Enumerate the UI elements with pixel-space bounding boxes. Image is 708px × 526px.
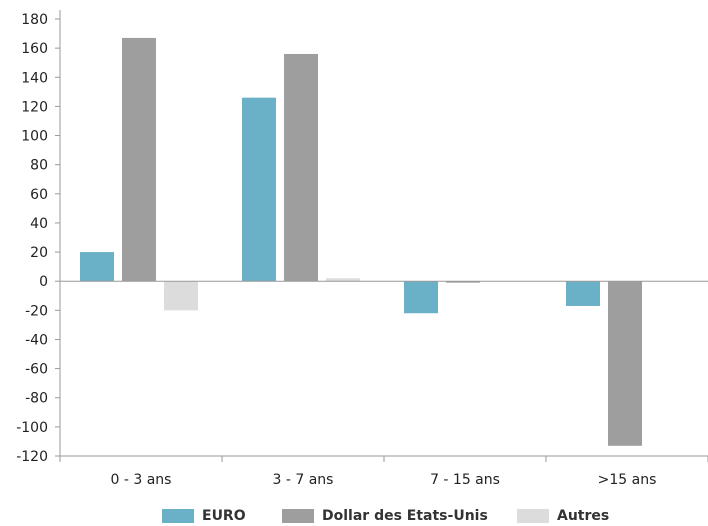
x-category-label: 3 - 7 ans: [273, 472, 334, 488]
y-tick-label: -100: [16, 420, 48, 436]
bar-euro-3[interactable]: [566, 281, 600, 306]
bar-euro-2[interactable]: [404, 281, 438, 314]
x-category-label: 0 - 3 ans: [111, 472, 172, 488]
x-axis: 0 - 3 ans 3 - 7 ans 7 - 15 ans >15 ans: [59, 456, 708, 488]
legend-swatch-dollar: [282, 509, 314, 523]
bar-dollar-des-etats-unis-2[interactable]: [446, 281, 480, 283]
bar-autres-0[interactable]: [164, 281, 198, 311]
bar-chart: 180 160 140 120 100 80 60 40 20 0 -20 -40 -60 -80 -100…: [16, 10, 708, 488]
y-tick-label: 140: [21, 70, 48, 86]
bar-dollar-des-etats-unis-1[interactable]: [284, 53, 318, 282]
y-tick-label: 120: [21, 99, 48, 115]
legend-label-dollar: Dollar des Etats-Unis: [322, 508, 488, 524]
y-tick-label: -80: [25, 391, 48, 407]
legend-label-autres: Autres: [557, 508, 610, 524]
legend-swatch-autres: [517, 509, 549, 523]
y-tick-label: 160: [21, 41, 48, 57]
y-tick-label: -60: [25, 362, 48, 378]
x-category-label: 7 - 15 ans: [430, 472, 500, 488]
y-tick-label: -40: [25, 332, 48, 348]
x-category-label: >15 ans: [598, 472, 657, 488]
y-tick-label: 80: [30, 158, 48, 174]
bar-dollar-des-etats-unis-3[interactable]: [608, 281, 642, 446]
bar-dollar-des-etats-unis-0[interactable]: [122, 37, 156, 282]
y-axis: 180 160 140 120 100 80 60 40 20 0 -20 -40 -60 -80 -100…: [16, 12, 60, 465]
y-tick-label: 0: [39, 274, 48, 290]
legend-label-euro: EURO: [202, 508, 246, 524]
y-tick-label: -20: [25, 303, 48, 319]
y-tick-label: 60: [30, 187, 48, 203]
y-tick-label: 100: [21, 129, 48, 145]
y-tick-label: 180: [21, 12, 48, 28]
y-tick-label: 20: [30, 245, 48, 261]
legend-item-euro[interactable]: EURO: [162, 506, 246, 526]
y-tick-label: 40: [30, 216, 48, 232]
bar-euro-0[interactable]: [80, 252, 114, 282]
legend: EURO Dollar des Etats-Unis Autres: [0, 506, 708, 526]
legend-item-dollar[interactable]: Dollar des Etats-Unis: [282, 506, 488, 526]
legend-item-autres[interactable]: Autres: [517, 506, 609, 526]
legend-swatch-euro: [162, 509, 194, 523]
bars: [80, 37, 642, 446]
bar-euro-1[interactable]: [242, 97, 276, 282]
y-tick-label: -120: [16, 449, 48, 465]
bar-autres-1[interactable]: [326, 278, 360, 282]
